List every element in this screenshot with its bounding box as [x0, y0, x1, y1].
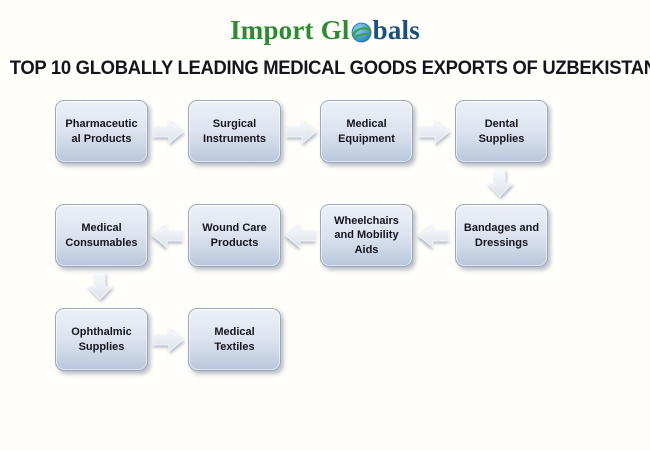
flow-arrow-down-icon	[86, 272, 114, 301]
flow-box-medical-textiles: Medical Textiles	[188, 308, 281, 371]
logo-text-after: bals	[372, 15, 420, 45]
flow-box-pharmaceutical-products: Pharmaceutic al Products	[55, 100, 148, 163]
flow-box-surgical-instruments: Surgical Instruments	[188, 100, 281, 163]
flow-box-bandages-and-dressings: Bandages and Dressings	[455, 204, 548, 267]
import-globals-logo: Import Gl bals	[0, 17, 650, 44]
page-title: TOP 10 GLOBALLY LEADING MEDICAL GOODS EX…	[9, 58, 650, 79]
flow-arrow-left-icon	[285, 223, 317, 249]
flow-box-ophthalmic-supplies: Ophthalmic Supplies	[55, 308, 148, 371]
flow-box-wheelchairs-and-mobility-aids: Wheelchairs and Mobility Aids	[320, 204, 413, 267]
flow-arrow-left-icon	[152, 223, 184, 249]
flow-arrow-right-icon	[285, 119, 317, 145]
flow-box-dental-supplies: Dental Supplies	[455, 100, 548, 163]
flow-arrow-left-icon	[418, 223, 450, 249]
flow-arrow-down-icon	[486, 169, 514, 198]
flow-arrow-right-icon	[152, 327, 184, 353]
flow-box-medical-consumables: Medical Consumables	[55, 204, 148, 267]
flow-arrow-right-icon	[418, 119, 450, 145]
globe-icon	[351, 22, 372, 43]
logo-text-before: Import Gl	[230, 15, 350, 45]
flow-box-wound-care-products: Wound Care Products	[188, 204, 281, 267]
flow-box-medical-equipment: Medical Equipment	[320, 100, 413, 163]
flow-arrow-right-icon	[152, 119, 184, 145]
